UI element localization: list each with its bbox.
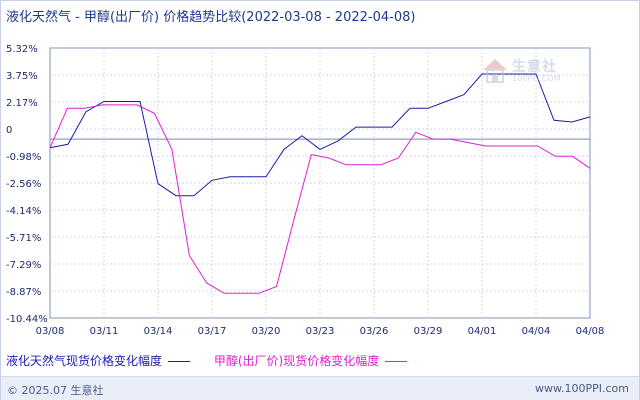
legend-label-series-2: 甲醇(出厂价)现货价格变化幅度 — [213, 354, 380, 368]
y-tick-label: 0 — [6, 125, 12, 136]
x-tick-label: 03/14 — [144, 326, 173, 337]
x-tick-label: 03/20 — [252, 326, 281, 337]
x-tick-label: 04/04 — [522, 326, 551, 337]
legend-item-series-1: 液化天然气现货价格变化幅度 — [6, 352, 191, 369]
y-tick-label: 3.75% — [6, 71, 38, 82]
y-tick-label: -0.98% — [6, 152, 41, 163]
footer-bar: © 2025.07 生意社 www.100PPI.com — [1, 376, 639, 400]
x-tick-label: 04/08 — [576, 326, 605, 337]
y-tick-label: -4.14% — [6, 206, 41, 217]
legend-label-series-1: 液化天然气现货价格变化幅度 — [6, 354, 163, 368]
series-line-1 — [49, 73, 591, 197]
y-tick-label: -8.87% — [6, 287, 41, 298]
site-url-link[interactable]: www.100PPI.com — [535, 382, 629, 395]
x-tick-label: 03/08 — [36, 326, 65, 337]
watermark-url: 100PPI.COM — [512, 74, 561, 83]
y-tick-label: -7.29% — [6, 260, 41, 271]
legend-swatch-series-1 — [168, 361, 191, 362]
chart-title: 液化天然气 - 甲醇(出厂价) 价格趋势比较(2022-03-08 - 2022… — [6, 10, 416, 25]
y-tick-label: -2.56% — [6, 179, 41, 190]
x-tick-label: 03/17 — [198, 326, 227, 337]
watermark-logo: 生意社 100PPI.COM — [480, 56, 580, 90]
x-tick-label: 03/11 — [90, 326, 119, 337]
watermark-name: 生意社 — [512, 59, 557, 75]
x-tick-label: 03/29 — [414, 326, 443, 337]
series-line-2 — [49, 104, 591, 294]
x-tick-label: 03/26 — [360, 326, 389, 337]
y-tick-label: -10.44% — [6, 314, 48, 325]
y-tick-label: 5.32% — [6, 44, 38, 55]
legend-item-series-2: 甲醇(出厂价)现货价格变化幅度 — [213, 352, 408, 369]
chart-legend: 液化天然气现货价格变化幅度 甲醇(出厂价)现货价格变化幅度 — [6, 352, 427, 368]
x-tick-label: 03/23 — [306, 326, 335, 337]
y-tick-label: 2.17% — [6, 98, 38, 109]
y-tick-label: -5.71% — [6, 233, 41, 244]
x-tick-label: 04/01 — [468, 326, 497, 337]
copyright-text: © 2025.07 生意社 — [7, 384, 104, 397]
legend-swatch-series-2 — [385, 361, 408, 362]
logo-icon — [483, 59, 507, 83]
